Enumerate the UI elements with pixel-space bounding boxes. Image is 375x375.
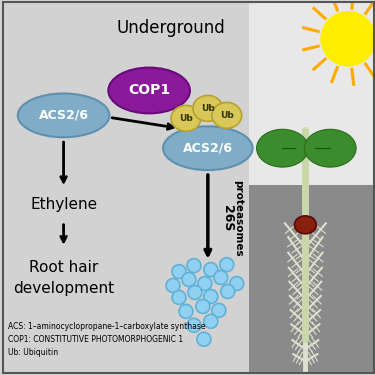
Circle shape [188,285,202,299]
Circle shape [166,279,180,292]
Circle shape [230,276,244,291]
Text: development: development [13,281,114,296]
Text: Ethylene: Ethylene [30,197,97,212]
Ellipse shape [171,105,201,131]
Circle shape [172,265,186,279]
Circle shape [182,273,196,286]
Ellipse shape [18,93,110,137]
Ellipse shape [212,102,242,128]
Circle shape [212,303,226,317]
Ellipse shape [193,96,223,122]
Ellipse shape [108,68,190,113]
Circle shape [197,332,211,346]
Text: Root hair: Root hair [29,260,98,275]
Circle shape [196,299,210,314]
Circle shape [214,271,228,285]
Text: proteasomes: proteasomes [233,180,243,256]
Ellipse shape [304,129,356,167]
Circle shape [198,276,212,291]
Circle shape [187,318,201,332]
Ellipse shape [163,126,253,170]
Text: Ub: Ub [220,111,234,120]
Text: COP1: COP1 [128,84,170,98]
Ellipse shape [294,216,316,234]
Circle shape [187,259,201,273]
Bar [249,185,375,374]
Ellipse shape [256,129,308,167]
Circle shape [220,258,234,272]
Circle shape [221,285,235,298]
Bar [249,1,375,185]
Bar [2,1,249,374]
Text: Ub: Ubiquitin: Ub: Ubiquitin [8,348,58,357]
Text: Underground: Underground [117,19,225,37]
Text: Ub: Ub [179,114,193,123]
Text: Ub: Ub [201,104,215,113]
Circle shape [204,290,218,303]
Circle shape [179,304,193,318]
Circle shape [204,314,218,328]
Circle shape [172,291,186,304]
Text: 26S: 26S [221,205,234,231]
Text: ACS2/6: ACS2/6 [183,142,233,155]
Text: COP1: CONSTITUTIVE PHOTOMORPHOGENIC 1: COP1: CONSTITUTIVE PHOTOMORPHOGENIC 1 [8,335,183,344]
Text: ACS: 1–aminocyclopropane-1–carboxylate synthase: ACS: 1–aminocyclopropane-1–carboxylate s… [8,322,206,332]
Circle shape [320,11,375,67]
Circle shape [204,262,218,276]
Text: ACS2/6: ACS2/6 [39,109,88,122]
